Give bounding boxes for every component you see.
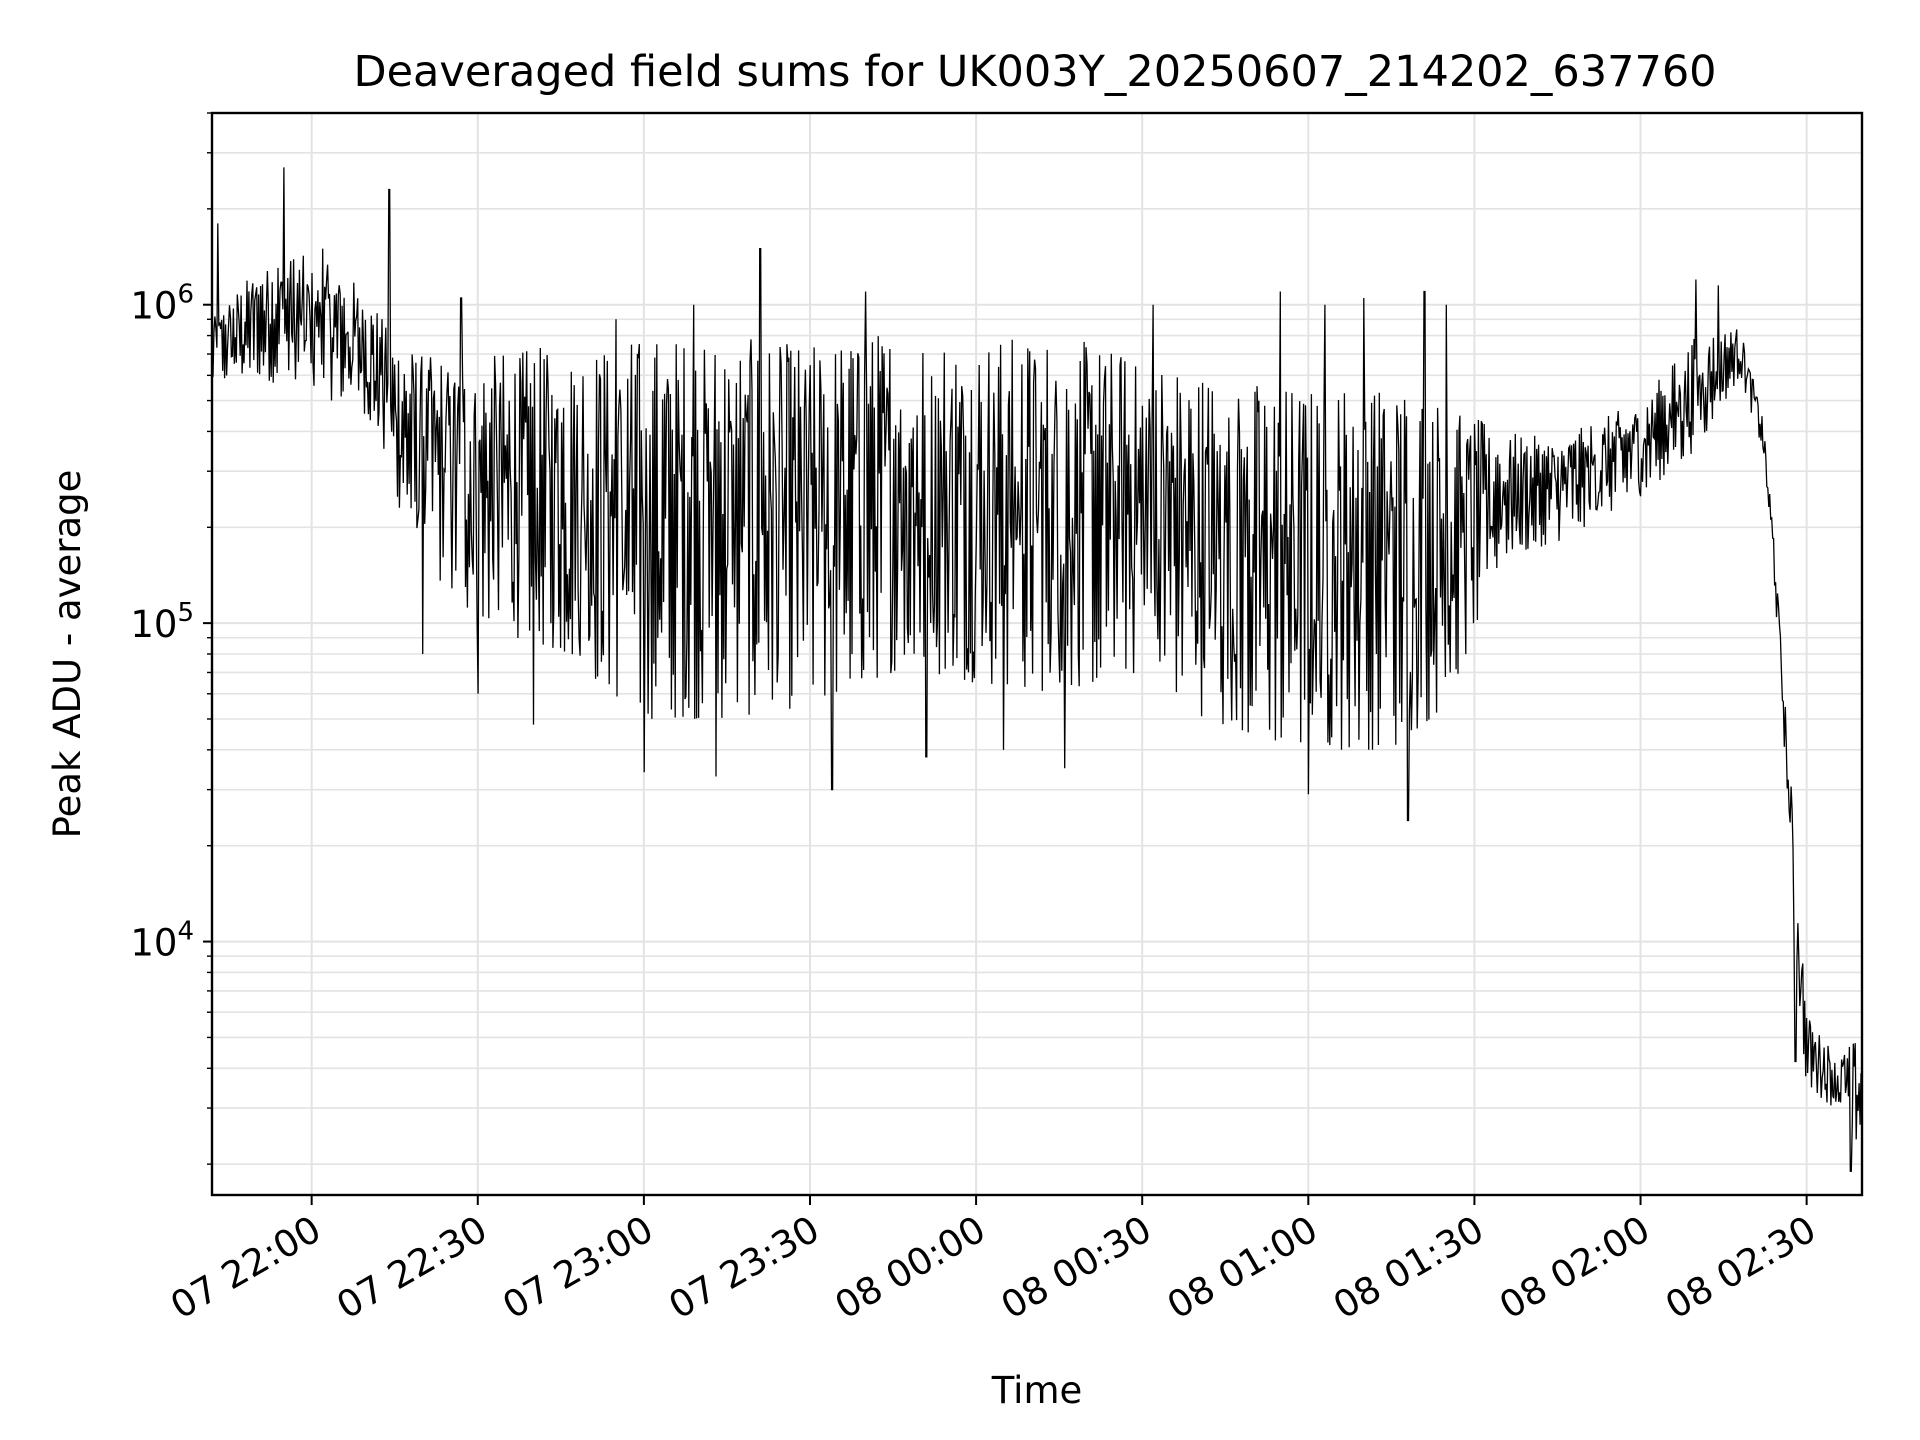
y-tick-base: 10 <box>130 285 177 328</box>
y-tick-base: 10 <box>130 922 177 965</box>
y-tick-label: 106 <box>130 280 194 328</box>
chart-title: Deaveraged field sums for UK003Y_2025060… <box>353 47 1716 97</box>
grid-lines <box>212 112 1862 1195</box>
series-layer <box>211 167 1863 1172</box>
y-tick-label: 104 <box>130 917 194 965</box>
y-tick-exponent: 5 <box>177 598 194 628</box>
series-line <box>211 167 1863 1172</box>
y-axis-label: Peak ADU - average <box>46 470 89 839</box>
y-tick-exponent: 6 <box>177 280 194 310</box>
y-tick-label: 105 <box>130 598 194 646</box>
x-axis-label: Time <box>991 1369 1083 1412</box>
y-tick-exponent: 4 <box>177 917 194 947</box>
y-tick-base: 10 <box>130 603 177 646</box>
